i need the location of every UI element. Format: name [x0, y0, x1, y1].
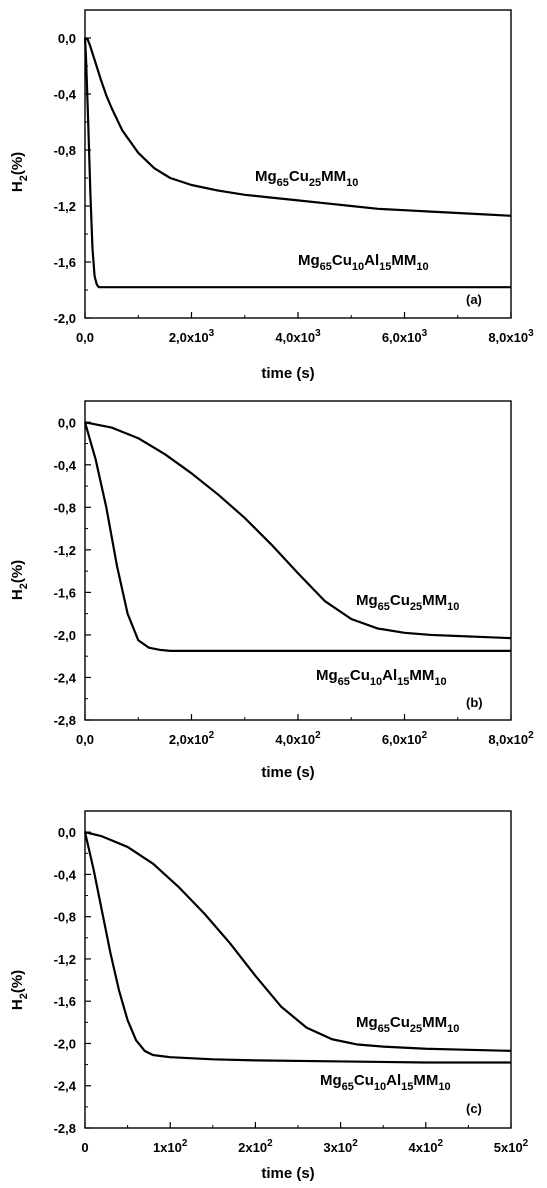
- y-tick-label: -1,2: [54, 952, 76, 967]
- y-tick-label: 0,0: [58, 825, 76, 840]
- y-tick-label: -1,2: [54, 199, 76, 214]
- y-tick-label: -1,2: [54, 543, 76, 558]
- y-tick-label: -2,0: [54, 628, 76, 643]
- plot-frame: [85, 401, 511, 720]
- x-tick-label: 8,0x102: [488, 730, 534, 747]
- x-axis-label: time (s): [261, 1165, 314, 1182]
- y-tick-label: -1,6: [54, 585, 76, 600]
- y-tick-label: -1,6: [54, 255, 76, 270]
- y-tick-label: -0,4: [54, 458, 77, 473]
- y-axis-label: H2(%): [9, 560, 30, 600]
- x-tick-label: 6,0x103: [382, 328, 428, 345]
- x-tick-label: 2x102: [238, 1138, 273, 1155]
- x-axis-label: time (s): [261, 365, 314, 382]
- series-line-2: [85, 422, 511, 651]
- y-tick-label: 0,0: [58, 31, 76, 46]
- series-annotation-1: Mg65Cu25MM10: [356, 1014, 459, 1035]
- y-axis-label: H2(%): [9, 970, 30, 1010]
- series-annotation-2: Mg65Cu10Al15MM10: [320, 1072, 451, 1093]
- x-tick-label: 4,0x103: [275, 328, 321, 345]
- chart-panel-3: 0,0 -0,4 -0,8 -1,2 -1,6 -2,0 -2,4 -2,8 0 1x102 2x1…: [9, 811, 529, 1182]
- y-tick-label: -0,4: [54, 87, 77, 102]
- panel-label: (c): [466, 1101, 482, 1116]
- y-tick-label: -0,8: [54, 910, 76, 925]
- x-tick-label: 0,0: [76, 330, 94, 345]
- x-tick-label: 6,0x102: [382, 730, 428, 747]
- x-tick-label: 1x102: [153, 1138, 188, 1155]
- series-line-1: [85, 38, 511, 216]
- x-tick-label: 0: [81, 1140, 88, 1155]
- y-tick-label: -0,4: [54, 867, 77, 882]
- x-tick-label: 4,0x102: [275, 730, 321, 747]
- y-tick-label: -2,8: [54, 1121, 76, 1136]
- x-tick-label: 0,0: [76, 732, 94, 747]
- series-annotation-2: Mg65Cu10Al15MM10: [298, 252, 429, 273]
- y-tick-label: -2,4: [54, 1079, 77, 1094]
- series-annotation-1: Mg65Cu25MM10: [356, 592, 459, 613]
- y-tick-label: -2,0: [54, 1036, 76, 1051]
- x-tick-label: 3x102: [323, 1138, 358, 1155]
- panel-label: (b): [466, 695, 483, 710]
- x-tick-label: 4x102: [409, 1138, 444, 1155]
- y-tick-label: 0,0: [58, 415, 76, 430]
- y-tick-label: -2,8: [54, 713, 76, 728]
- series-annotation-1: Mg65Cu25MM10: [255, 168, 358, 189]
- series-annotation-2: Mg65Cu10Al15MM10: [316, 667, 447, 688]
- y-axis-label: H2(%): [9, 152, 30, 192]
- y-tick-label: -0,8: [54, 500, 76, 515]
- y-tick-label: -2,4: [54, 670, 77, 685]
- x-tick-label: 2,0x103: [169, 328, 215, 345]
- x-axis-label: time (s): [261, 764, 314, 781]
- panel-label: (a): [466, 292, 482, 307]
- y-tick-label: -1,6: [54, 994, 76, 1009]
- y-tick-label: -0,8: [54, 143, 76, 158]
- y-tick-label: -2,0: [54, 311, 76, 326]
- x-tick-label: 8,0x103: [488, 328, 534, 345]
- x-tick-label: 5x102: [494, 1138, 529, 1155]
- x-tick-label: 2,0x102: [169, 730, 215, 747]
